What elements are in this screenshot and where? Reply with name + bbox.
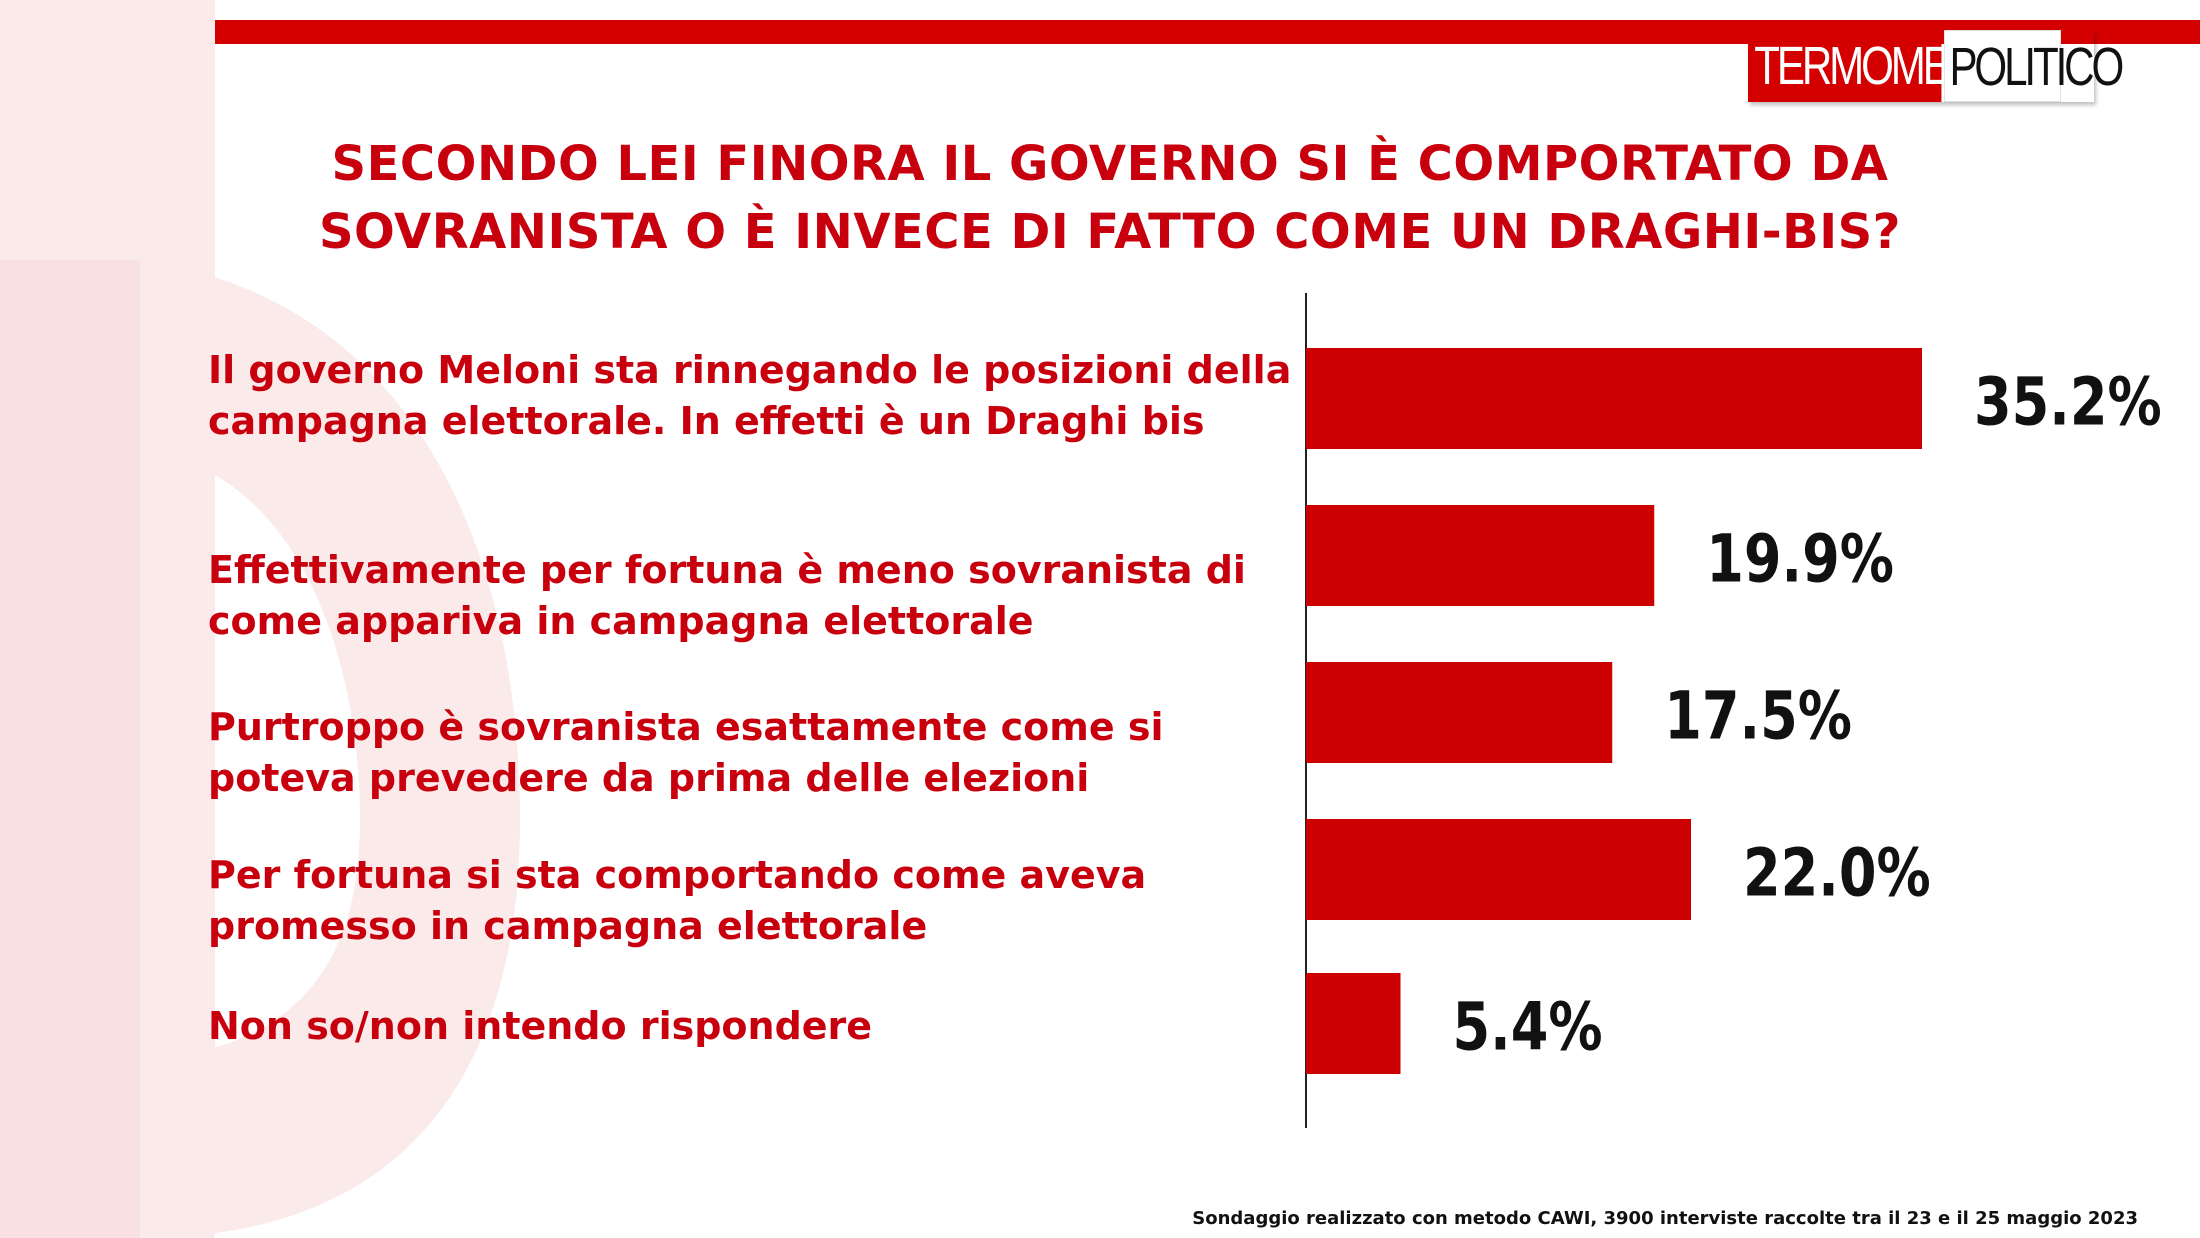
bar-1 [1306, 348, 1922, 449]
category-label-5: Non so/non intendo rispondere [208, 1004, 873, 1048]
value-label-5: 5.4% [1453, 989, 1603, 1066]
category-label-4: Per fortuna si sta comportando come avev… [208, 853, 1147, 948]
bar-2 [1306, 505, 1655, 606]
bar-3 [1306, 662, 1613, 763]
survey-footnote: Sondaggio realizzato con metodo CAWI, 39… [1192, 1208, 2138, 1229]
value-label-2: 19.9% [1706, 521, 1894, 598]
value-label-1: 35.2% [1974, 364, 2162, 441]
category-label-1: Il governo Meloni sta rinnegando le posi… [208, 348, 1292, 443]
bar-4 [1306, 819, 1691, 920]
category-label-2: Effettivamente per fortuna è meno sovran… [208, 548, 1246, 643]
chart-title: SECONDO LEI FINORA IL GOVERNO SI È COMPO… [318, 136, 1902, 260]
bar-5 [1306, 973, 1401, 1074]
category-label-3: Purtroppo è sovranista esattamente come … [208, 705, 1164, 800]
value-label-4: 22.0% [1743, 835, 1931, 912]
value-label-3: 17.5% [1664, 678, 1852, 755]
